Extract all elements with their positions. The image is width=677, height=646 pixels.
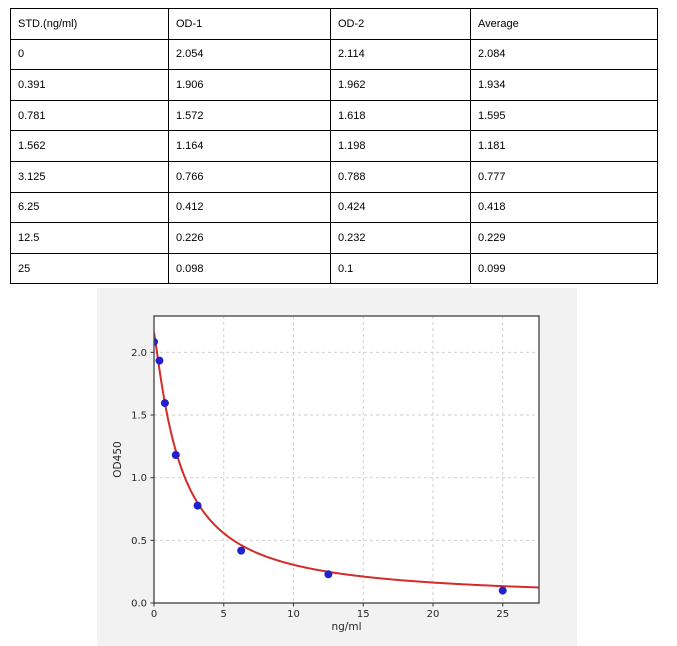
- table-row: 12.5 0.226 0.232 0.229: [10, 222, 658, 254]
- table-cell: 0.766: [168, 160, 331, 193]
- col-header-od1: OD-1: [168, 8, 331, 40]
- table-cell: 0.777: [470, 160, 658, 193]
- table-cell: 0.418: [470, 191, 658, 224]
- x-tick-label: 5: [221, 609, 227, 620]
- table-row: 25 0.098 0.1 0.099: [10, 252, 658, 285]
- table-cell: 0.098: [168, 252, 331, 285]
- y-tick-label: 1.5: [131, 411, 147, 422]
- table-cell: 1.962: [330, 69, 471, 101]
- data-point: [171, 450, 180, 459]
- table-cell: 0.232: [330, 222, 471, 254]
- table-cell: 2.054: [168, 38, 331, 71]
- standard-curve-chart: 0 5 10 15 20 25 0.0 0.5 1.0 1.5 2.0 ng/ml OD450: [97, 288, 577, 646]
- x-tick-label: 10: [287, 609, 300, 620]
- table-header-row: STD.(ng/ml) OD-1 OD-2 Average: [10, 8, 658, 40]
- y-tick-label: 2.0: [131, 348, 147, 359]
- data-point: [154, 337, 158, 346]
- table-row: 3.125 0.766 0.788 0.777: [10, 160, 658, 193]
- data-point: [498, 586, 507, 595]
- standard-curve-figure: 0 5 10 15 20 25 0.0 0.5 1.0 1.5 2.0 ng/ml OD450: [97, 288, 577, 646]
- table-cell: 1.934: [470, 69, 658, 101]
- data-point: [155, 356, 164, 365]
- table-cell: 1.906: [168, 69, 331, 101]
- fit-curve: [154, 332, 539, 589]
- col-header-std: STD.(ng/ml): [10, 8, 169, 40]
- table-cell: 1.572: [168, 99, 331, 132]
- table-cell: 1.618: [330, 99, 471, 132]
- table-cell: 1.164: [168, 130, 331, 162]
- table-cell: 1.198: [330, 130, 471, 162]
- x-axis-label: ng/ml: [331, 621, 361, 633]
- table-cell: 3.125: [10, 160, 169, 193]
- y-axis-label: OD450: [112, 441, 124, 477]
- standards-table: STD.(ng/ml) OD-1 OD-2 Average 0 2.054 2.11…: [10, 8, 658, 285]
- x-tick-label: 20: [427, 609, 440, 620]
- table-cell: 0.788: [330, 160, 471, 193]
- table-row: 1.562 1.164 1.198 1.181: [10, 130, 658, 162]
- col-header-od2: OD-2: [330, 8, 471, 40]
- plot-area: [154, 316, 539, 603]
- table-cell: 2.084: [470, 38, 658, 71]
- table-cell: 25: [10, 252, 169, 285]
- table-cell: 0.781: [10, 99, 169, 132]
- table-cell: 6.25: [10, 191, 169, 224]
- table-row: 0.391 1.906 1.962 1.934: [10, 69, 658, 101]
- table-body: 0 2.054 2.114 2.084 0.391 1.906 1.962 1.934 0.78…: [10, 38, 658, 285]
- y-tick-label: 0.5: [131, 536, 147, 547]
- table-cell: 1.595: [470, 99, 658, 132]
- table-cell: 2.114: [330, 38, 471, 71]
- table-cell: 0.099: [470, 252, 658, 285]
- col-header-average: Average: [470, 8, 658, 40]
- table-cell: 0.1: [330, 252, 471, 285]
- table-row: 0 2.054 2.114 2.084: [10, 38, 658, 71]
- x-tick-label: 25: [496, 609, 509, 620]
- y-tick-label: 1.0: [131, 473, 147, 484]
- table-cell: 0.412: [168, 191, 331, 224]
- table-cell: 12.5: [10, 222, 169, 254]
- data-point: [193, 501, 202, 510]
- table-row: 6.25 0.412 0.424 0.418: [10, 191, 658, 224]
- table-cell: 1.181: [470, 130, 658, 162]
- data-point: [160, 399, 169, 408]
- table-cell: 0: [10, 38, 169, 71]
- x-tick-label: 15: [357, 609, 370, 620]
- plot-border: [153, 315, 540, 604]
- table-cell: 0.424: [330, 191, 471, 224]
- table-cell: 0.226: [168, 222, 331, 254]
- table-cell: 0.229: [470, 222, 658, 254]
- table-cell: 1.562: [10, 130, 169, 162]
- data-points: [154, 337, 507, 595]
- table-row: 0.781 1.572 1.618 1.595: [10, 99, 658, 132]
- data-point: [237, 546, 246, 555]
- table-cell: 0.391: [10, 69, 169, 101]
- y-tick-label: 0.0: [131, 599, 147, 610]
- x-tick-label: 0: [151, 609, 157, 620]
- data-point: [324, 570, 333, 579]
